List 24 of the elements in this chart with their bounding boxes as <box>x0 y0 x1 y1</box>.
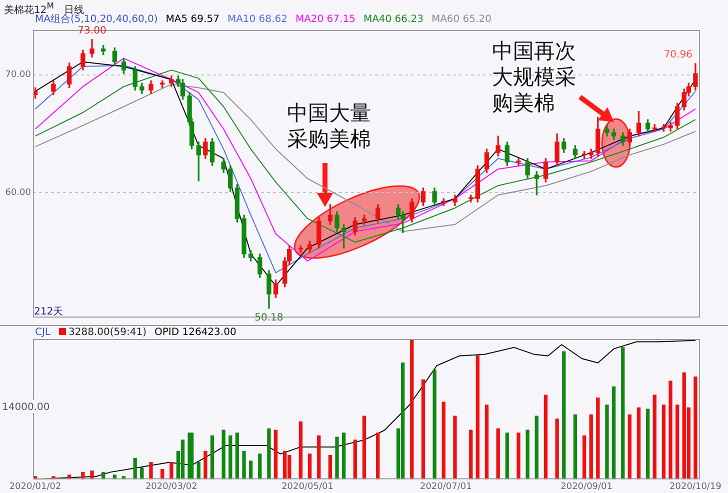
annotation: 中国再次大规模采购美棉 <box>492 38 577 116</box>
y-tick-label: 60.00 <box>5 188 32 198</box>
text: OPID 126423.00 <box>154 327 236 338</box>
x-tick-label: 2020/05/01 <box>282 482 334 492</box>
x-tick-label: 2020/07/01 <box>420 482 472 492</box>
x-tick-label: 2020/09/01 <box>560 482 612 492</box>
legend-label: 3288.00(59:41) <box>68 327 146 338</box>
legend-title: CJL <box>35 327 51 338</box>
x-tick-label: 2020/10/19 <box>670 482 722 492</box>
annotation: 中国大量采购美棉 <box>287 100 372 152</box>
text: MA10 68.62 <box>227 14 288 25</box>
text: MA60 65.20 <box>431 14 492 25</box>
x-tick-label: 2020/03/02 <box>145 482 198 492</box>
text: MA40 66.23 <box>363 14 424 25</box>
annotation: 50.18 <box>254 312 284 324</box>
x-tick-label: 2020/01/02 <box>9 482 62 492</box>
annotation: 14000.00 <box>2 402 50 413</box>
text: MA20 67.15 <box>295 14 356 25</box>
annotation: 212天 <box>34 306 64 318</box>
annotation: 73.00 <box>78 25 106 36</box>
legend-title: MA组合(5,10,20,40,60,0) <box>35 14 158 25</box>
y-tick-label: 70.00 <box>5 70 32 80</box>
annotation: 70.96 <box>664 49 692 60</box>
text: MA5 69.57 <box>166 14 220 25</box>
